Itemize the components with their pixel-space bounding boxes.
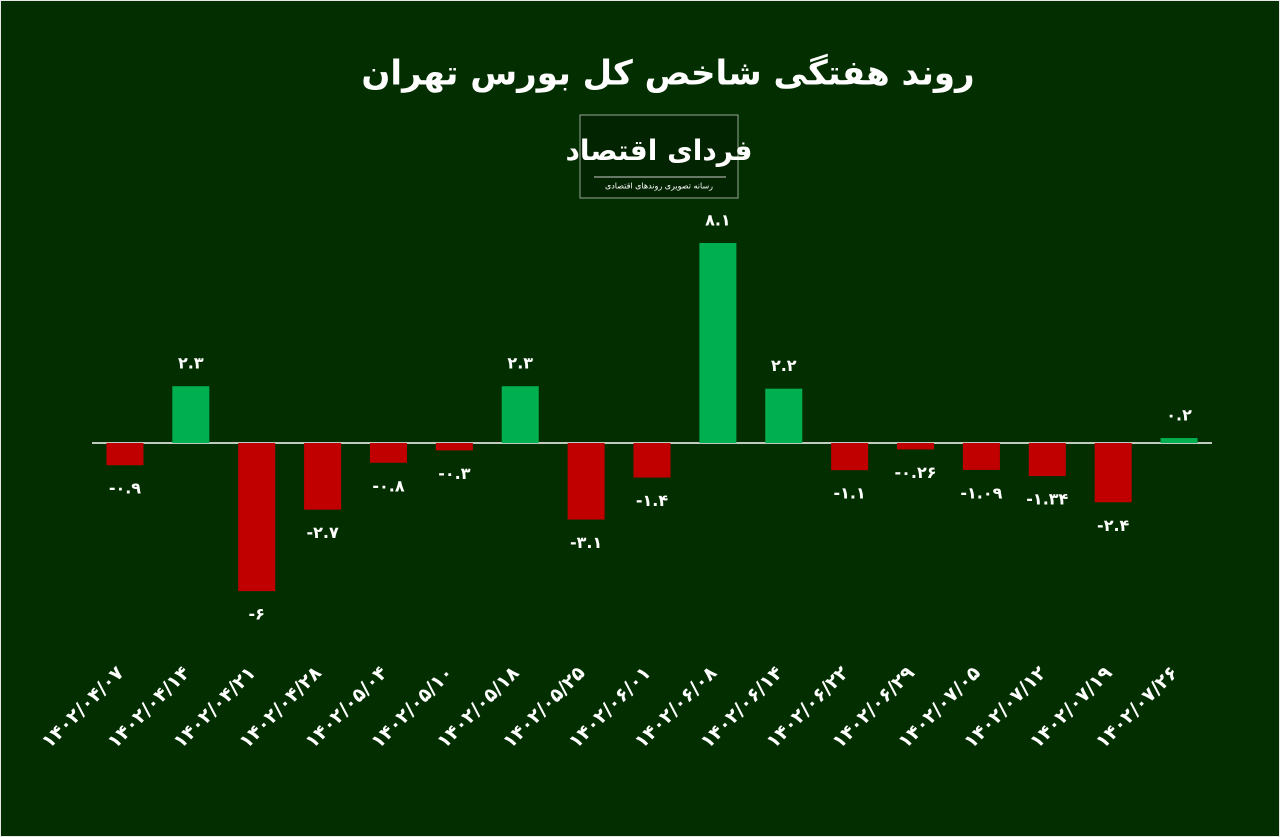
value-label: -۰.۸ bbox=[372, 476, 404, 495]
bar bbox=[633, 443, 671, 478]
bar bbox=[962, 443, 1000, 470]
bar bbox=[1094, 443, 1132, 503]
value-label: -۲.۷ bbox=[306, 523, 338, 542]
bar bbox=[567, 443, 605, 520]
bar bbox=[765, 388, 803, 443]
bar bbox=[172, 386, 210, 443]
value-label: -۱.۱ bbox=[834, 484, 866, 503]
value-label: ۲.۳ bbox=[178, 354, 204, 373]
bar bbox=[304, 443, 342, 510]
bar bbox=[1160, 438, 1198, 443]
chart-title: روند هفتگی شاخص کل بورس تهران bbox=[361, 54, 974, 94]
value-label: -۱.۳۴ bbox=[1026, 490, 1068, 509]
value-label: -۱.۴ bbox=[636, 491, 668, 510]
value-label: -۰.۲۶ bbox=[895, 463, 937, 482]
bar bbox=[699, 243, 737, 443]
bar bbox=[831, 443, 869, 471]
value-label: ۰.۲ bbox=[1166, 406, 1192, 425]
value-label: ۲.۳ bbox=[507, 354, 533, 373]
bar bbox=[501, 386, 539, 443]
value-label: -۱.۰۹ bbox=[960, 483, 1002, 502]
logo-title: فردای اقتصاد bbox=[566, 134, 753, 167]
logo-subtitle: رسانه تصویری روندهای اقتصادی bbox=[605, 182, 713, 191]
value-label: -۰.۳ bbox=[438, 464, 470, 483]
logo-box bbox=[579, 114, 739, 199]
value-label: -۳.۱ bbox=[570, 533, 602, 552]
bar bbox=[435, 443, 473, 451]
bar bbox=[238, 443, 276, 592]
value-label: -۶ bbox=[249, 605, 265, 624]
value-label: ۲.۲ bbox=[771, 356, 797, 375]
bar bbox=[1028, 443, 1066, 477]
value-label: ۸.۱ bbox=[705, 211, 731, 230]
bar bbox=[106, 443, 144, 466]
value-label: -۲.۴ bbox=[1097, 516, 1129, 535]
value-label: -۰.۹ bbox=[109, 479, 141, 498]
bar bbox=[897, 443, 935, 450]
bar bbox=[369, 443, 407, 463]
